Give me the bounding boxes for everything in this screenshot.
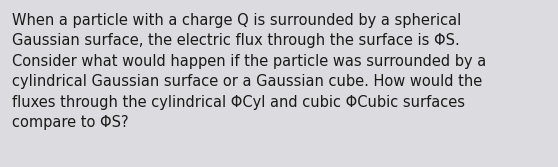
Text: When a particle with a charge Q is surrounded by a spherical
Gaussian surface, t: When a particle with a charge Q is surro… — [12, 13, 486, 130]
